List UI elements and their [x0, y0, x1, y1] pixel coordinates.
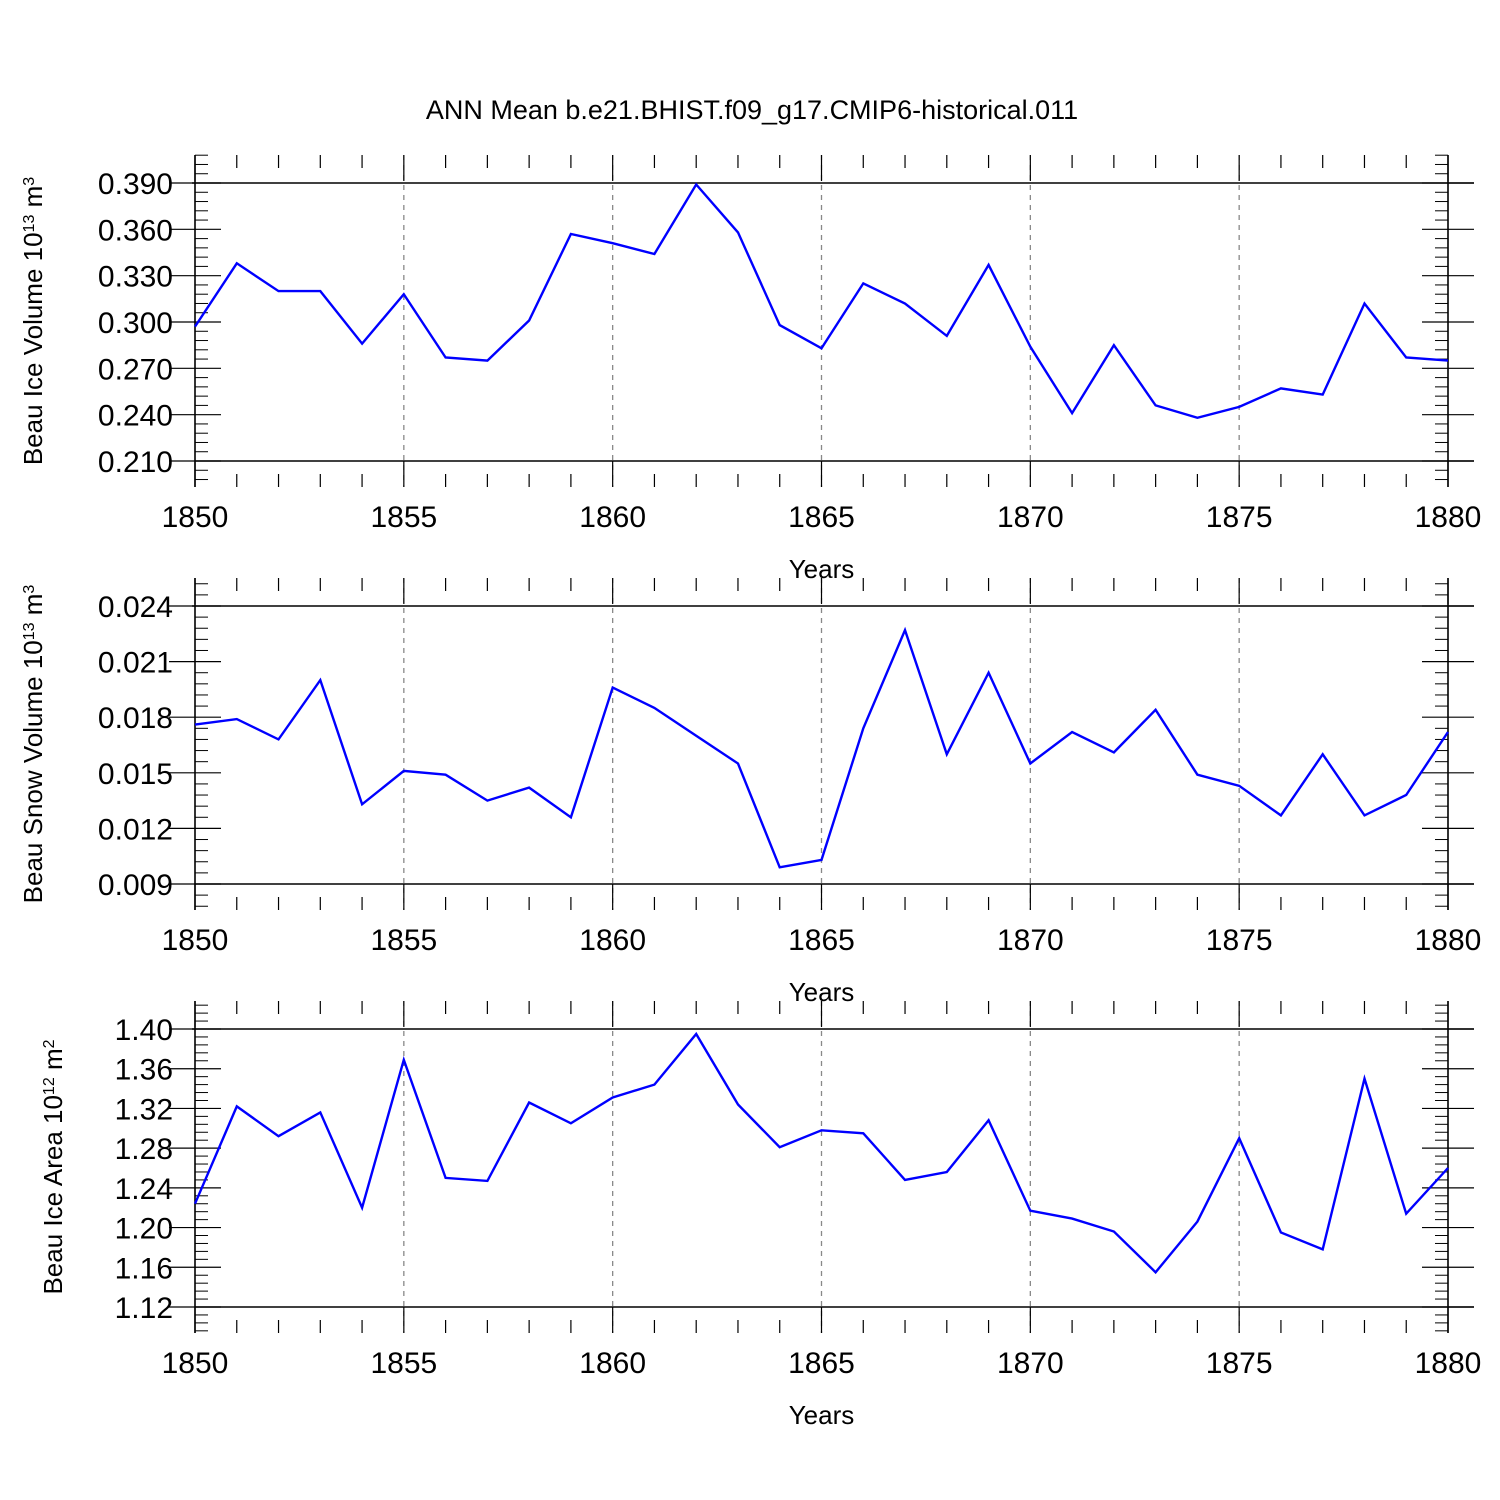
x-tick-label: 1850 [162, 1347, 229, 1380]
y-axis-title-superscript: 3 [21, 585, 38, 594]
x-tick-label: 1860 [579, 1347, 646, 1380]
y-tick-label: 0.015 [98, 758, 173, 791]
x-tick-label: 1860 [579, 924, 646, 957]
y-axis-title-superscript: 12 [41, 1077, 58, 1095]
y-axis-title: Beau Snow Volume 1013 m3 [18, 585, 48, 904]
y-tick-label: 1.40 [115, 1014, 173, 1047]
x-tick-label: 1855 [370, 1347, 437, 1380]
y-axis-title: Beau Ice Area 1012 m2 [38, 1039, 68, 1294]
x-tick-label: 1855 [370, 924, 437, 957]
y-axis-title-text: m [18, 594, 48, 623]
series-line [193, 1031, 1449, 1275]
x-tick-label: 1875 [1206, 501, 1273, 534]
panel-3: 1.40 1.36 1.32 1.28 1.24 1.20 1.16 1.12 1850 1855… [38, 1001, 1481, 1430]
x-tick-label: 1865 [788, 924, 855, 957]
x-axis-title: Years [789, 1400, 855, 1430]
chart-title: ANN Mean b.e21.BHIST.f09_g17.CMIP6-histo… [426, 95, 1078, 125]
x-tick-label: 1865 [788, 501, 855, 534]
y-tick-label: 0.270 [98, 353, 173, 386]
x-tick-label: 1875 [1206, 1347, 1273, 1380]
x-tick-label: 1855 [370, 501, 437, 534]
series-line [193, 182, 1449, 420]
x-tick-label: 1860 [579, 501, 646, 534]
x-tick-label: 1870 [997, 924, 1064, 957]
x-tick-label: 1870 [997, 1347, 1064, 1380]
x-tick-label: 1850 [162, 924, 229, 957]
y-tick-label: 1.28 [115, 1133, 173, 1166]
y-tick-label: 1.16 [115, 1252, 173, 1285]
y-tick-label: 0.012 [98, 813, 173, 846]
y-axis-title-text: Beau Ice Volume 10 [18, 232, 48, 465]
y-tick-label: 0.009 [98, 869, 173, 902]
y-tick-label: 0.021 [98, 647, 173, 680]
y-tick-label: 1.24 [115, 1173, 173, 1206]
panel-2: 0.024 0.021 0.018 0.015 0.012 0.009 1850 1855 18… [18, 578, 1481, 1007]
y-axis-title-superscript: 13 [21, 622, 38, 640]
panel-1: 0.390 0.360 0.330 0.300 0.270 0.240 0.210 1850 1… [18, 154, 1482, 584]
y-axis-title-superscript: 13 [21, 215, 38, 233]
x-tick-label: 1865 [788, 1347, 855, 1380]
y-tick-label: 0.300 [98, 307, 173, 340]
series-line [194, 626, 1449, 869]
x-tick-label: 1880 [1415, 1347, 1482, 1380]
y-axis-title-text: m [18, 186, 48, 215]
y-tick-label: 1.36 [115, 1054, 173, 1087]
y-tick-label: 0.210 [98, 446, 173, 479]
x-tick-label: 1870 [997, 501, 1064, 534]
y-tick-label: 0.024 [98, 591, 173, 624]
y-axis-title-text: Beau Ice Area 10 [38, 1095, 68, 1294]
y-tick-label: 0.360 [98, 214, 173, 247]
y-tick-label: 0.018 [98, 702, 173, 735]
y-tick-label: 0.390 [98, 168, 173, 201]
x-tick-label: 1850 [162, 501, 229, 534]
y-axis-title-text: m [38, 1048, 68, 1077]
y-axis-title-superscript: 2 [41, 1039, 58, 1048]
y-tick-label: 1.20 [115, 1213, 173, 1246]
x-tick-label: 1880 [1415, 501, 1482, 534]
x-tick-label: 1880 [1415, 924, 1482, 957]
y-tick-label: 0.240 [98, 400, 173, 433]
y-tick-label: 0.330 [98, 261, 173, 294]
y-axis-title-text: Beau Snow Volume 10 [18, 640, 48, 903]
x-tick-label: 1875 [1206, 924, 1273, 957]
y-axis-title: Beau Ice Volume 1013 m3 [18, 177, 48, 465]
y-tick-label: 1.32 [115, 1093, 173, 1126]
y-axis-title-superscript: 3 [21, 177, 38, 186]
y-tick-label: 1.12 [115, 1292, 173, 1325]
